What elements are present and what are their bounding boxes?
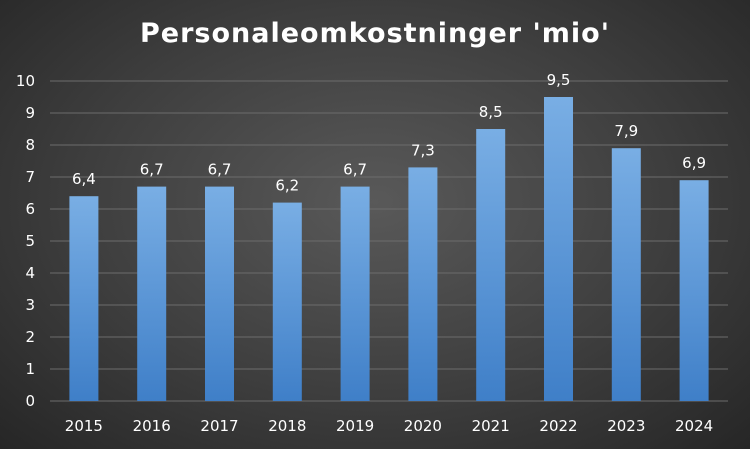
x-tick-label: 2024: [675, 417, 713, 435]
y-tick-label: 9: [25, 104, 35, 122]
bar-2020: [408, 167, 438, 401]
bar-2016: [137, 186, 167, 401]
y-tick-label: 1: [25, 360, 35, 378]
data-label: 6,9: [682, 154, 706, 172]
x-tick-label: 2019: [336, 417, 374, 435]
x-axis: 2015 2016 2017 2018 2019 2020 2021 2022 2023 2024: [65, 417, 713, 435]
bars: [69, 97, 709, 401]
y-tick-label: 3: [25, 296, 35, 314]
x-tick-label: 2018: [268, 417, 306, 435]
data-label: 6,7: [208, 161, 232, 179]
bar-2019: [340, 186, 370, 401]
y-tick-label: 6: [25, 200, 35, 218]
bar-2018: [272, 202, 302, 401]
data-label: 6,7: [343, 161, 367, 179]
data-label: 8,5: [479, 103, 503, 121]
x-tick-label: 2016: [133, 417, 171, 435]
x-tick-label: 2020: [404, 417, 442, 435]
y-tick-label: 5: [25, 232, 35, 250]
x-tick-label: 2015: [65, 417, 103, 435]
x-tick-label: 2022: [539, 417, 577, 435]
chart-title: Personaleomkostninger 'mio': [139, 18, 610, 49]
y-tick-label: 8: [25, 136, 35, 154]
x-tick-label: 2023: [607, 417, 645, 435]
bar-2015: [69, 196, 99, 401]
y-tick-label: 10: [16, 72, 35, 90]
data-label: 6,7: [140, 161, 164, 179]
data-label: 7,3: [411, 141, 435, 159]
bar-2021: [476, 129, 506, 401]
x-tick-label: 2017: [200, 417, 238, 435]
data-label: 9,5: [547, 71, 571, 89]
data-label: 6,2: [275, 177, 299, 195]
y-tick-label: 0: [25, 392, 35, 410]
y-tick-label: 7: [25, 168, 35, 186]
data-label: 7,9: [614, 122, 638, 140]
bar-2023: [611, 148, 641, 401]
bar-2017: [205, 186, 234, 401]
y-tick-label: 2: [25, 328, 35, 346]
y-axis: 0 1 2 3 4 5 6 7 8 9 10: [16, 72, 35, 410]
data-label: 6,4: [72, 170, 96, 188]
data-labels: 6,4 6,7 6,7 6,2 6,7 7,3 8,5 9,5 7,9 6,9: [72, 71, 706, 195]
x-tick-label: 2021: [472, 417, 510, 435]
bar-2024: [679, 180, 709, 401]
bar-2022: [544, 97, 573, 401]
y-tick-label: 4: [25, 264, 35, 282]
